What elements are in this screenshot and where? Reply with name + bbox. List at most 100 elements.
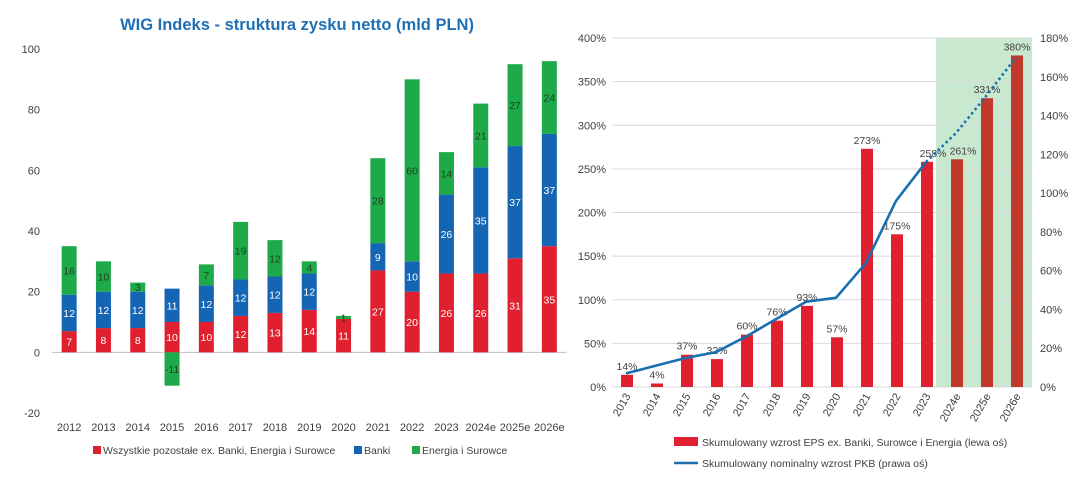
y-tick-label: 60: [28, 165, 40, 177]
eps-bar: [861, 148, 873, 387]
x-tick-label: 2023: [434, 422, 458, 434]
x-tick-label: 2018: [263, 422, 287, 434]
eps-bar: [921, 161, 933, 387]
eps-data-label: 261%: [950, 145, 977, 157]
x-tick-label: 2019: [297, 422, 321, 434]
bar-segment: [233, 221, 249, 280]
left-axis-tick-label: 250%: [578, 164, 606, 176]
eps-data-label: 60%: [736, 321, 757, 333]
bar-segment: [541, 246, 557, 353]
y-tick-label: 80: [28, 105, 40, 117]
data-label: 14: [441, 168, 453, 180]
data-label: 20: [406, 317, 418, 329]
bar-segment: [370, 270, 386, 353]
data-label: 10: [98, 272, 110, 284]
y-tick-label: 20: [28, 287, 40, 299]
legend-label: Wszystkie pozostałe ex. Banki, Energia i…: [103, 445, 335, 457]
data-label: 4: [306, 262, 312, 274]
x-tick-label: 2012: [57, 422, 81, 434]
data-label: 19: [235, 246, 247, 258]
eps-data-label: 380%: [1004, 41, 1031, 53]
left-axis-tick-label: 50%: [584, 338, 606, 350]
data-label: 35: [475, 215, 487, 227]
legend-swatch: [354, 446, 362, 454]
eps-bar: [801, 305, 813, 387]
legend-label: Energia i Surowce: [422, 445, 507, 457]
eps-data-label: 273%: [854, 135, 881, 147]
eps-bar: [771, 320, 783, 387]
x-tick-label: 2025e: [968, 392, 994, 424]
bar-segment: [438, 152, 454, 195]
data-label: 14: [303, 326, 315, 338]
data-label: 1: [341, 312, 347, 324]
data-label: 11: [338, 331, 349, 343]
bar-segment: [507, 64, 523, 147]
eps-bar: [681, 354, 693, 387]
gdp-line-solid: [625, 161, 928, 375]
bar-segment: [164, 352, 180, 386]
bar-segment: [233, 279, 249, 316]
bar-segment: [301, 309, 317, 353]
bar-segment: [233, 315, 249, 353]
data-label: 10: [406, 272, 418, 284]
x-tick-label: 2016: [194, 422, 218, 434]
x-tick-label: 2024e: [938, 392, 964, 424]
data-label: 12: [235, 293, 247, 305]
data-label: 9: [375, 252, 381, 264]
bar-segment: [95, 328, 111, 353]
bar-segment: [95, 291, 111, 329]
y-tick-label: 0: [34, 347, 40, 359]
bar-segment: [370, 243, 386, 271]
bar-segment: [164, 322, 180, 353]
data-label: 8: [101, 335, 107, 347]
legend-swatch: [412, 446, 420, 454]
eps-bar: [741, 334, 753, 387]
data-label: 12: [63, 308, 75, 320]
y-tick-label: 100: [22, 44, 40, 56]
data-label: 37: [509, 197, 521, 209]
left-axis-tick-label: 0%: [590, 382, 606, 394]
left-axis-tick-label: 400%: [578, 33, 606, 45]
x-tick-label: 2014: [126, 422, 150, 434]
right-axis-tick-label: 160%: [1040, 72, 1068, 84]
x-tick-label: 2018: [761, 392, 784, 419]
right-axis-tick-label: 120%: [1040, 149, 1068, 161]
bar-segment: [130, 291, 146, 329]
data-label: 12: [269, 253, 281, 265]
x-tick-label: 2017: [731, 392, 754, 419]
x-tick-label: 2015: [671, 392, 694, 419]
data-label: 12: [132, 305, 144, 317]
bar-segment: [473, 273, 489, 353]
bar-segment: [61, 331, 77, 353]
eps-data-label: 76%: [766, 307, 787, 319]
left-axis-tick-label: 150%: [578, 251, 606, 263]
bar-segment: [198, 264, 214, 286]
x-tick-label: 2025e: [500, 422, 531, 434]
x-tick-label: 2026e: [534, 422, 565, 434]
bar-segment: [404, 79, 420, 262]
bar-segment: [267, 276, 283, 313]
chart-title: WIG Indeks - struktura zysku netto (mld …: [120, 16, 474, 34]
x-tick-label: 2020: [821, 392, 844, 419]
y-tick-label: 40: [28, 226, 40, 238]
data-label: 12: [303, 287, 315, 299]
data-label: 16: [63, 265, 75, 277]
legend-swatch: [93, 446, 101, 454]
right-axis-tick-label: 40%: [1040, 304, 1062, 316]
left-axis-tick-label: 300%: [578, 120, 606, 132]
data-label: 13: [269, 328, 281, 340]
bar-segment: [438, 273, 454, 353]
data-label: 10: [201, 332, 213, 344]
data-label: 8: [135, 335, 141, 347]
x-tick-label: 2021: [851, 392, 874, 419]
x-tick-label: 2022: [881, 392, 904, 419]
data-label: 27: [372, 306, 384, 318]
bar-segment: [507, 258, 523, 353]
bar-segment: [336, 318, 352, 353]
x-tick-label: 2026e: [998, 392, 1024, 424]
bar-segment: [336, 315, 352, 319]
x-tick-label: 2016: [701, 392, 724, 419]
eps-bar: [1011, 55, 1023, 387]
data-label: 21: [475, 130, 487, 142]
eps-bar: [621, 374, 633, 387]
